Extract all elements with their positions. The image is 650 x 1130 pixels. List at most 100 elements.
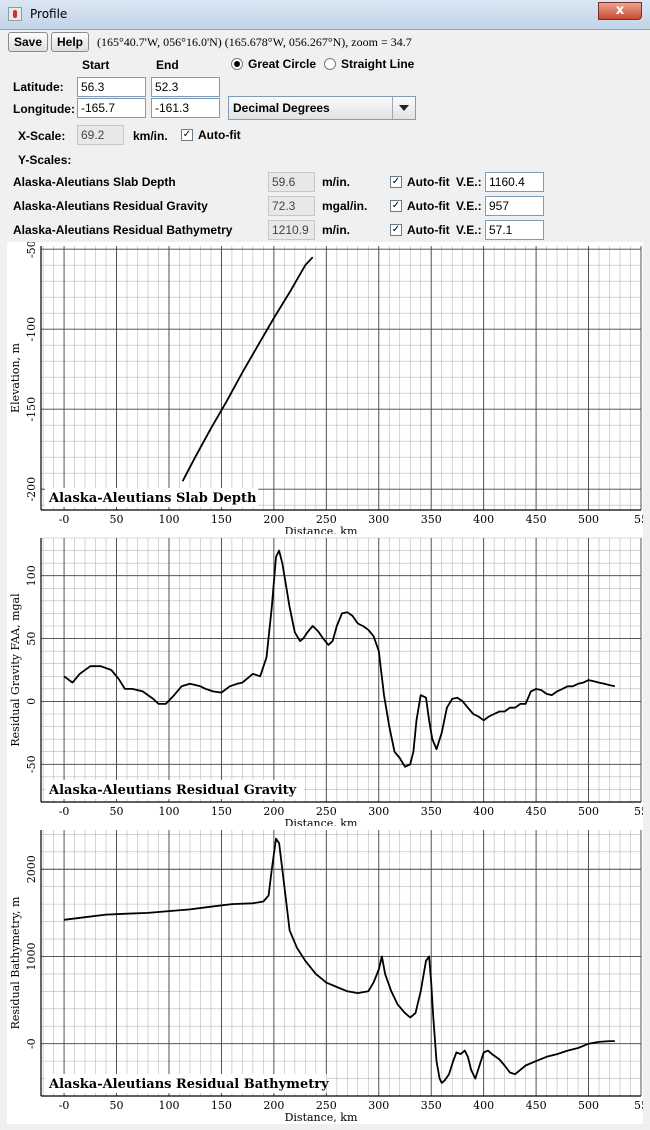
end-header: End [156, 58, 179, 72]
series-line [181, 256, 314, 482]
x-tick-label: 250 [316, 513, 337, 526]
longitude-start-input[interactable]: -165.7 [77, 98, 146, 118]
straight-line-label: Straight Line [341, 57, 415, 71]
x-tick-label: 250 [316, 805, 337, 818]
x-tick-label: 55 [634, 1099, 643, 1112]
x-tick-label: 300 [368, 805, 389, 818]
major-grid [41, 538, 642, 802]
x-axis-label: Distance, km [285, 1111, 358, 1124]
coordinate-readout: (165°40.7'W, 056°16.0'N) (165.678°W, 056… [97, 35, 412, 49]
y-tick-label: -100 [25, 317, 38, 342]
layer-autofit-label: Auto-fit [407, 199, 450, 213]
layer-name: Alaska-Aleutians Residual Bathymetry [13, 223, 233, 237]
y-tick-label: -150 [25, 397, 38, 422]
y-tick-label: 100 [25, 565, 38, 586]
layer-autofit-checkbox[interactable]: ✓ [390, 200, 402, 212]
x-tick-label: 450 [526, 1099, 547, 1112]
layer-scale-unit: m/in. [322, 175, 351, 189]
x-tick-label: 350 [421, 805, 442, 818]
residual-gravity-chart: -05010015020025030035040045050055Distanc… [7, 534, 643, 830]
layer-scale-value: 1210.9 [268, 220, 315, 240]
x-tick-label: 400 [473, 1099, 494, 1112]
layer-ve-input[interactable]: 57.1 [485, 220, 544, 240]
x-tick-label: 150 [211, 513, 232, 526]
x-tick-label: 300 [368, 513, 389, 526]
window-title: Profile [30, 7, 68, 21]
x-tick-label: -0 [59, 805, 70, 818]
x-tick-label: 250 [316, 1099, 337, 1112]
layer-scale-value: 72.3 [268, 196, 315, 216]
layer-autofit-checkbox[interactable]: ✓ [390, 176, 402, 188]
y-tick-label: -50 [25, 755, 38, 773]
x-tick-label: 150 [211, 805, 232, 818]
longitude-end-input[interactable]: -161.3 [151, 98, 220, 118]
x-tick-label: 350 [421, 1099, 442, 1112]
layer-scale-value: 59.6 [268, 172, 315, 192]
latitude-start-input[interactable]: 56.3 [77, 77, 146, 97]
xscale-autofit-checkbox[interactable]: ✓ [181, 129, 193, 141]
xscale-value: 69.2 [77, 125, 124, 145]
java-app-icon [8, 7, 22, 21]
x-tick-label: 400 [473, 805, 494, 818]
series-line [63, 837, 615, 1084]
chart-title-box [45, 1074, 327, 1093]
longitude-label: Longitude: [13, 102, 75, 116]
y-axis-label: Residual Bathymetry, m [9, 896, 22, 1029]
help-button[interactable]: Help [51, 32, 89, 52]
close-icon: x [615, 3, 625, 18]
x-tick-label: 50 [110, 1099, 124, 1112]
x-tick-label: 150 [211, 1099, 232, 1112]
ve-label: V.E.: [456, 199, 482, 213]
straight-line-radio[interactable] [324, 58, 336, 70]
close-button[interactable]: x [598, 2, 642, 20]
major-grid [41, 830, 642, 1096]
chart-title-box [45, 780, 304, 799]
latitude-label: Latitude: [13, 80, 64, 94]
x-tick-label: 500 [578, 805, 599, 818]
x-tick-label: 500 [578, 513, 599, 526]
xscale-unit: km/in. [133, 129, 168, 143]
chart-title: Alaska-Aleutians Slab Depth [48, 491, 257, 506]
y-tick-label: 2000 [25, 855, 38, 883]
y-tick-label: -0 [25, 1038, 38, 1049]
x-tick-label: 100 [158, 513, 179, 526]
start-header: Start [82, 58, 110, 72]
xscale-label: X-Scale: [18, 129, 66, 143]
y-tick-label: 1000 [25, 942, 38, 970]
chevron-down-icon[interactable] [392, 97, 415, 119]
great-circle-label: Great Circle [248, 57, 317, 71]
x-tick-label: -0 [59, 1099, 70, 1112]
x-tick-label: 50 [110, 513, 124, 526]
layer-autofit-label: Auto-fit [407, 223, 450, 237]
layer-name: Alaska-Aleutians Residual Gravity [13, 199, 208, 213]
save-button[interactable]: Save [8, 32, 48, 52]
y-axis-label: Elevation, m [9, 342, 22, 412]
layer-ve-input[interactable]: 1160.4 [485, 172, 544, 192]
x-tick-label: 200 [263, 513, 284, 526]
ve-label: V.E.: [456, 223, 482, 237]
x-tick-label: 200 [263, 1099, 284, 1112]
yscales-label: Y-Scales: [18, 153, 72, 167]
xscale-autofit-label: Auto-fit [198, 128, 241, 142]
x-tick-label: 500 [578, 1099, 599, 1112]
layer-scale-unit: m/in. [322, 223, 351, 237]
layer-autofit-checkbox[interactable]: ✓ [390, 224, 402, 236]
latitude-end-input[interactable]: 52.3 [151, 77, 220, 97]
x-tick-label: 100 [158, 805, 179, 818]
chart-title: Alaska-Aleutians Residual Bathymetry [48, 1077, 329, 1092]
y-tick-label: 0 [25, 698, 38, 705]
x-tick-label: -0 [59, 513, 70, 526]
x-tick-label: 450 [526, 513, 547, 526]
major-grid [41, 246, 642, 510]
great-circle-radio[interactable] [231, 58, 243, 70]
ve-label: V.E.: [456, 175, 482, 189]
layer-ve-input[interactable]: 957 [485, 196, 544, 216]
series-line [63, 549, 615, 768]
layer-scale-unit: mgal/in. [322, 199, 368, 213]
units-dropdown[interactable]: Decimal Degrees [228, 96, 416, 120]
y-tick-label: -50 [25, 242, 38, 258]
layer-autofit-label: Auto-fit [407, 175, 450, 189]
y-tick-label: -200 [25, 477, 38, 502]
slab-depth-chart: -05010015020025030035040045050055Distanc… [7, 242, 643, 538]
units-selected: Decimal Degrees [233, 101, 330, 115]
